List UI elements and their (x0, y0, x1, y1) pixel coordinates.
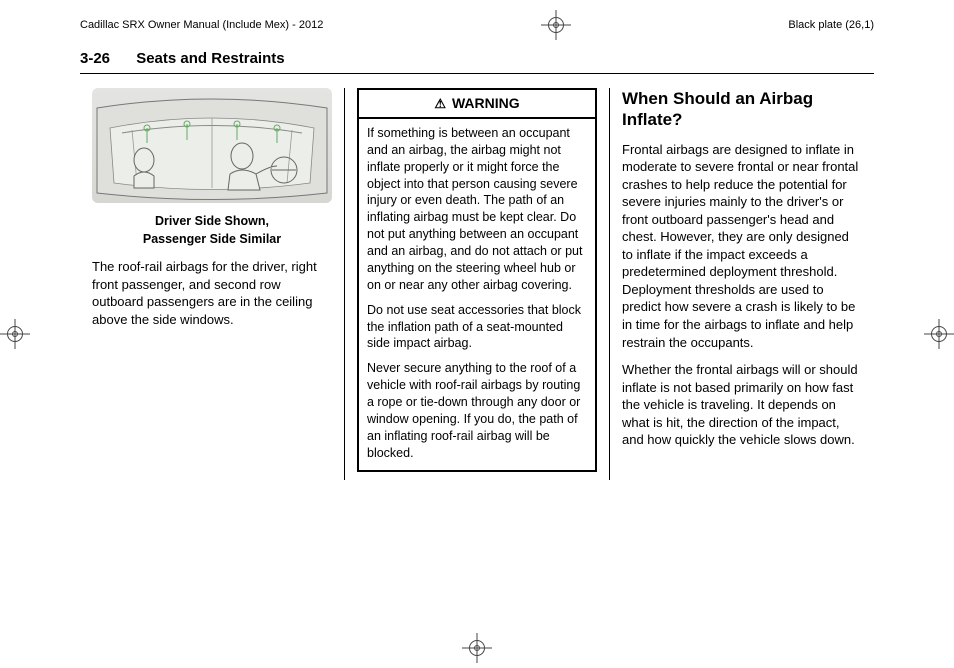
register-mark-top (541, 10, 571, 40)
print-header-row: Cadillac SRX Owner Manual (Include Mex) … (0, 0, 954, 40)
chapter-title: Seats and Restraints (136, 50, 284, 67)
warning-title: ⚠ WARNING (359, 90, 595, 119)
header-rule (80, 73, 874, 74)
crosshair-left (0, 319, 30, 349)
illustration-caption: Driver Side Shown, Passenger Side Simila… (92, 213, 332, 248)
manual-title: Cadillac SRX Owner Manual (Include Mex) … (80, 19, 323, 31)
caption-line1: Driver Side Shown, (155, 214, 269, 228)
column-3: When Should an Airbag Inflate? Frontal a… (610, 88, 874, 480)
col1-body: The roof-rail airbags for the driver, ri… (92, 258, 332, 328)
caption-line2: Passenger Side Similar (143, 232, 281, 246)
page-number: 3-26 (80, 50, 110, 67)
warning-box: ⚠ WARNING If something is between an occu… (357, 88, 597, 472)
page-header: 3-26 Seats and Restraints (80, 50, 874, 73)
warning-title-text: WARNING (452, 95, 520, 111)
column-1: Driver Side Shown, Passenger Side Simila… (80, 88, 345, 480)
section-heading: When Should an Airbag Inflate? (622, 88, 862, 131)
warning-p3: Never secure anything to the roof of a v… (367, 360, 587, 461)
plate-label: Black plate (26,1) (788, 19, 874, 31)
crosshair-bottom (462, 633, 492, 663)
col3-p2: Whether the frontal airbags will or shou… (622, 361, 862, 449)
column-layout: Driver Side Shown, Passenger Side Simila… (80, 88, 874, 480)
column-2: ⚠ WARNING If something is between an occu… (345, 88, 610, 480)
warning-p2: Do not use seat accessories that block t… (367, 302, 587, 353)
crosshair-right (924, 319, 954, 349)
warning-body: If something is between an occupant and … (359, 119, 595, 470)
page-content: 3-26 Seats and Restraints (0, 40, 954, 480)
warning-triangle-icon: ⚠ (434, 95, 446, 113)
crosshair-icon (541, 10, 571, 40)
vehicle-interior-svg (92, 88, 332, 203)
warning-p1: If something is between an occupant and … (367, 125, 587, 294)
airbag-location-illustration (92, 88, 332, 203)
col3-p1: Frontal airbags are designed to inflate … (622, 141, 862, 352)
